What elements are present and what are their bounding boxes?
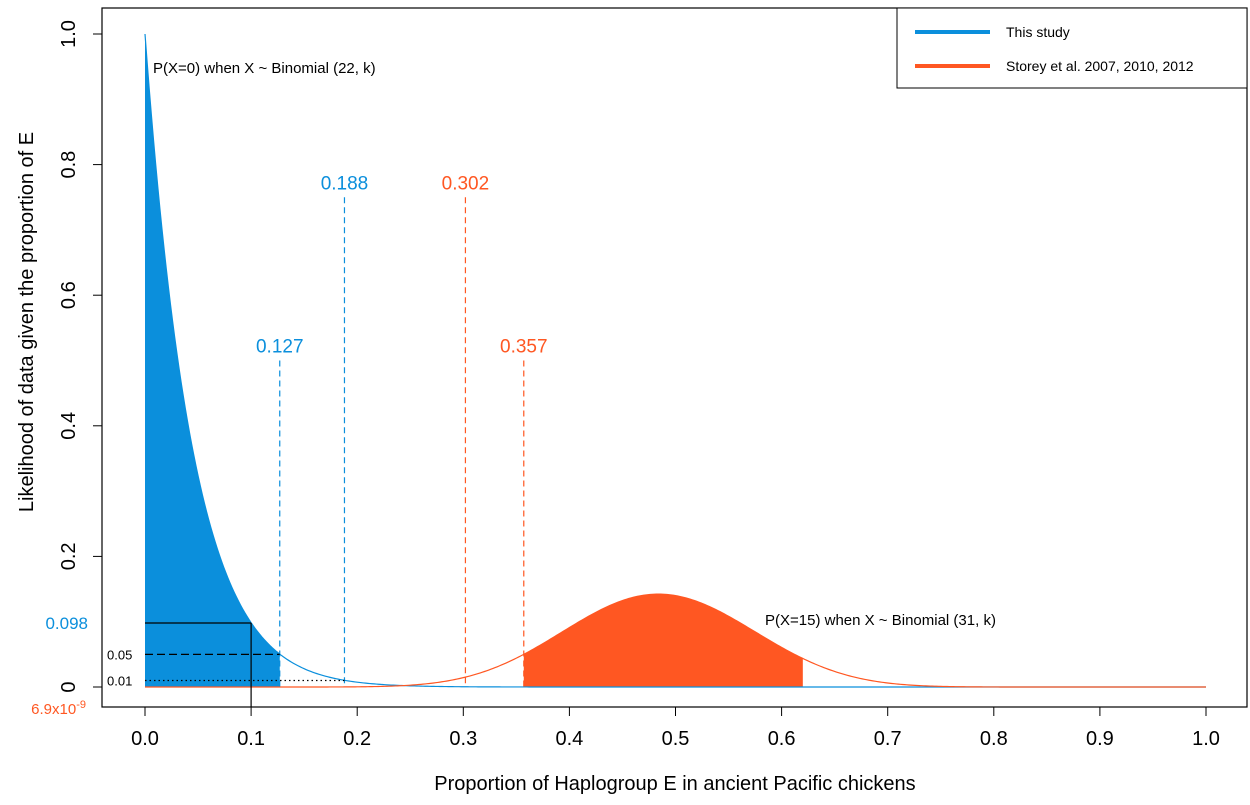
x-tick-label: 0.3: [449, 728, 477, 750]
cutoff-label-0-127: 0.127: [256, 337, 304, 358]
plot-area: [144, 33, 1206, 707]
y-tick-label: 1.0: [58, 20, 80, 48]
cutoff-label-0-357: 0.357: [500, 337, 548, 358]
value-label-6-9e-9: 6.9x10-9: [31, 699, 86, 718]
cutoff-label-0-188: 0.188: [321, 173, 369, 194]
red-likelihood-curve: [145, 593, 1206, 688]
plot-frame: [101, 7, 1248, 708]
legend-label-blue: This study: [1006, 24, 1070, 40]
level-label-0-01: 0.01: [107, 673, 132, 688]
legend-box: [896, 7, 1248, 89]
y-tick-label: 0.8: [58, 151, 80, 179]
legend: This study Storey et al. 2007, 2010, 201…: [896, 7, 1248, 89]
red-shaded-area: [523, 594, 803, 687]
value-label-6-9e-9-exponent: -9: [76, 699, 86, 711]
level-label-0-05: 0.05: [107, 647, 132, 662]
x-tick-label: 0.8: [980, 728, 1008, 750]
y-tick-label: 0.4: [58, 412, 80, 440]
y-axis: 0 0.2 0.4 0.6 0.8 1.0: [58, 20, 102, 693]
value-label-0-098: 0.098: [45, 614, 88, 633]
x-axis-label: Proportion of Haplogroup E in ancient Pa…: [434, 773, 915, 795]
y-tick-label: 0.2: [58, 542, 80, 570]
value-label-6-9e-9-mantissa: 6.9x10: [31, 701, 76, 718]
x-axis: 0.0 0.1 0.2 0.3 0.4 0.5 0.6 0.7 0.8 0.9 1.0: [131, 707, 1220, 750]
curve-label-red: P(X=15) when X ~ Binomial (31, k): [765, 612, 996, 629]
x-tick-label: 0.4: [555, 728, 583, 750]
x-tick-label: 1.0: [1192, 728, 1220, 750]
cutoff-label-0-302: 0.302: [442, 173, 490, 194]
x-tick-label: 0.2: [343, 728, 371, 750]
x-tick-label: 0.0: [131, 728, 159, 750]
x-tick-label: 0.5: [662, 728, 690, 750]
y-tick-label: 0: [58, 681, 80, 692]
blue-shaded-area: [145, 34, 280, 687]
x-tick-label: 0.7: [874, 728, 902, 750]
x-tick-label: 0.9: [1086, 728, 1114, 750]
legend-label-red: Storey et al. 2007, 2010, 2012: [1006, 58, 1194, 74]
curve-label-blue: P(X=0) when X ~ Binomial (22, k): [153, 60, 376, 77]
x-tick-label: 0.1: [237, 728, 265, 750]
y-tick-label: 0.6: [58, 281, 80, 309]
x-tick-label: 0.6: [768, 728, 796, 750]
y-axis-label: Likelihood of data given the proportion …: [16, 132, 38, 512]
blue-likelihood-curve: [144, 33, 1206, 688]
